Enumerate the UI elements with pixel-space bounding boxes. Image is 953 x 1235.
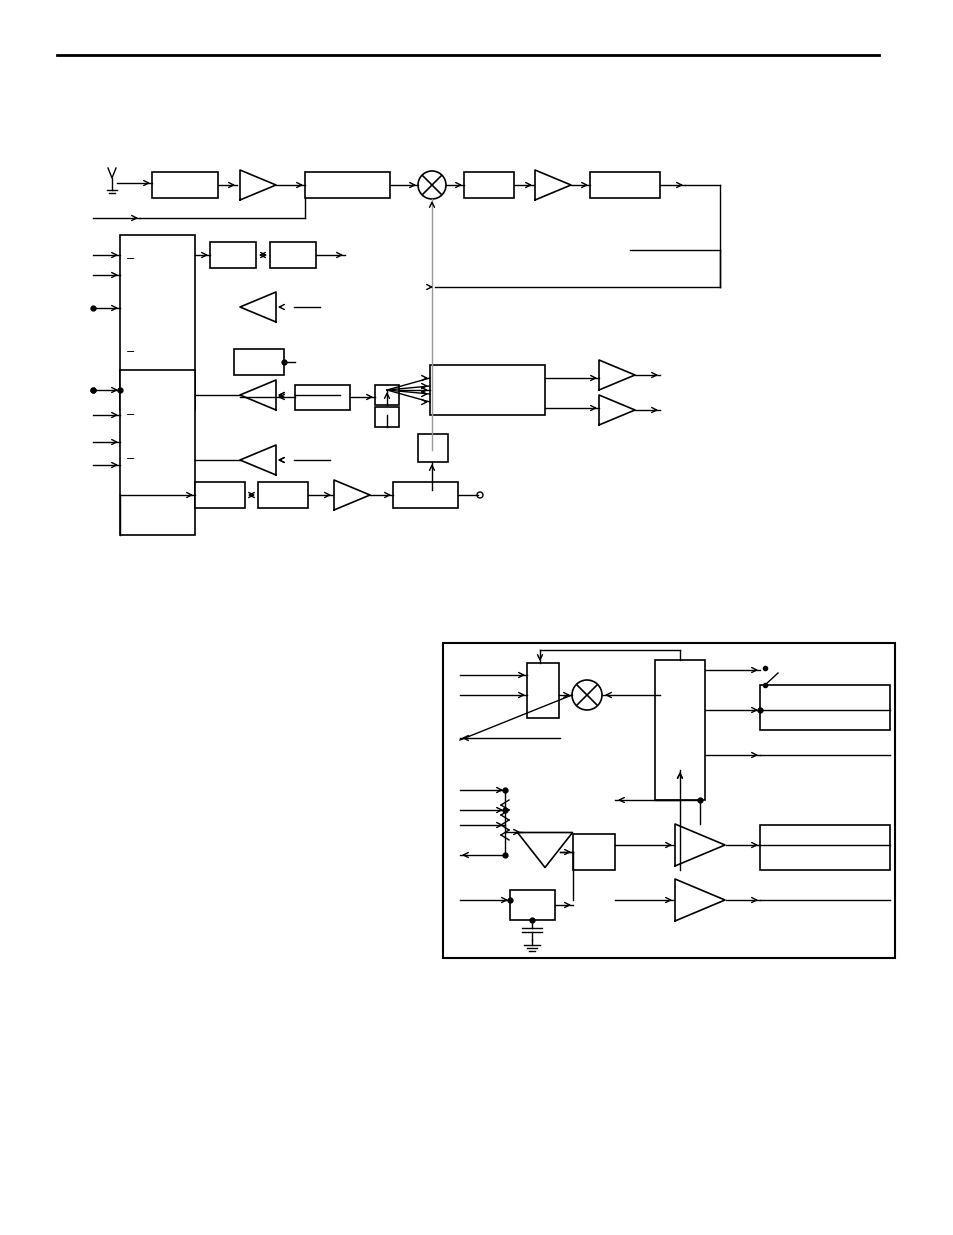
Text: −: −	[126, 347, 135, 357]
Bar	[257, 482, 308, 508]
Bar	[417, 433, 448, 462]
Bar	[270, 242, 315, 268]
Bar	[655, 659, 704, 800]
Bar	[526, 663, 558, 718]
Bar	[294, 385, 350, 410]
Bar	[305, 172, 390, 198]
Bar	[393, 482, 457, 508]
Bar	[375, 408, 398, 427]
Bar	[510, 890, 555, 920]
Bar	[120, 370, 194, 535]
Bar	[152, 172, 218, 198]
Bar	[760, 825, 889, 869]
Bar	[463, 172, 514, 198]
Text: −: −	[126, 454, 135, 464]
Bar	[120, 235, 194, 410]
Bar	[210, 242, 255, 268]
Bar	[760, 685, 889, 730]
Bar	[194, 482, 245, 508]
Bar	[442, 643, 894, 958]
Bar	[375, 385, 398, 405]
Bar	[573, 834, 615, 869]
Bar	[589, 172, 659, 198]
Text: −: −	[126, 254, 135, 264]
Bar	[430, 366, 544, 415]
Text: −: −	[126, 410, 135, 420]
Bar	[233, 350, 284, 375]
